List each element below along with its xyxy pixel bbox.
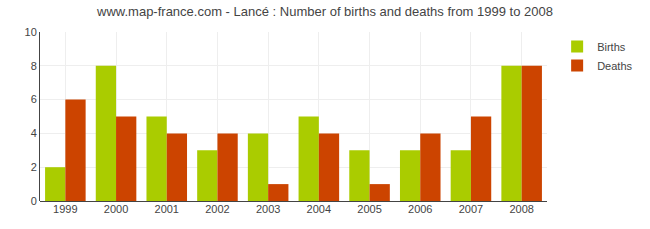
svg-text:1999: 1999 [53,203,77,215]
svg-text:2003: 2003 [256,203,280,215]
svg-text:2007: 2007 [459,203,483,215]
svg-text:2000: 2000 [104,203,128,215]
svg-text:2001: 2001 [155,203,179,215]
svg-text:8: 8 [31,60,37,72]
svg-text:Deaths: Deaths [597,60,632,72]
svg-text:0: 0 [31,195,37,207]
svg-text:6: 6 [31,93,37,105]
svg-text:Births: Births [597,41,626,53]
svg-text:2005: 2005 [357,203,381,215]
svg-text:2006: 2006 [408,203,432,215]
svg-text:4: 4 [31,127,37,139]
svg-text:2002: 2002 [205,203,229,215]
svg-text:2004: 2004 [307,203,331,215]
svg-text:10: 10 [25,26,37,38]
svg-text:2008: 2008 [509,203,533,215]
svg-text:2: 2 [31,161,37,173]
svg-text:www.map-france.com - Lancé : N: www.map-france.com - Lancé : Number of b… [96,4,553,19]
